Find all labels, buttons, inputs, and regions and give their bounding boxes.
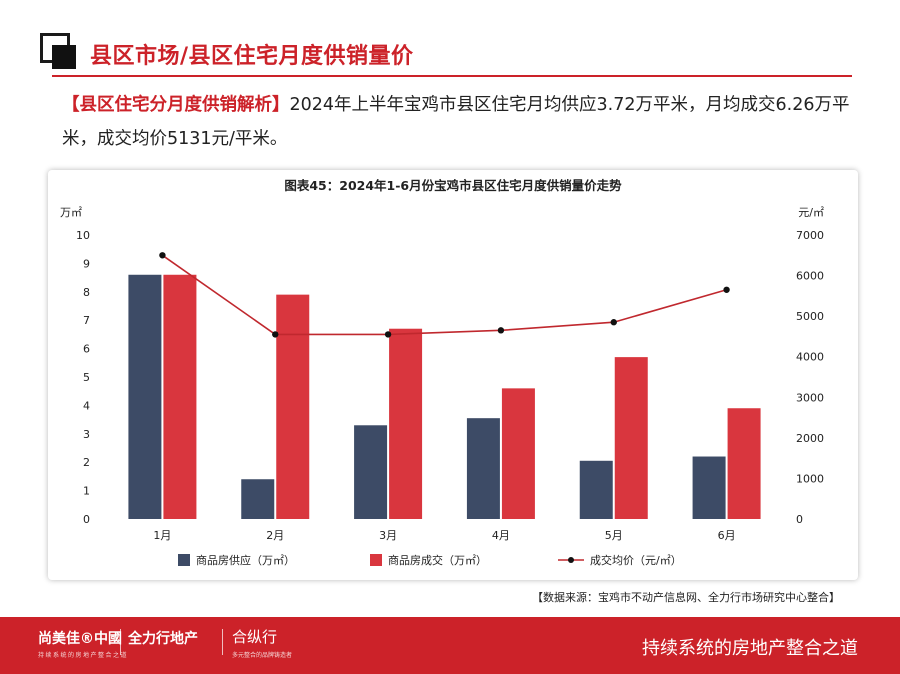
footer-separator	[120, 629, 121, 655]
summary-text: 2024年上半年宝鸡市县区住宅月均供应3.72万平米，月均成交6.26万平米，成…	[62, 95, 850, 149]
footer-brand-tagline: 持续系统的房地产整合之道	[38, 652, 129, 659]
legend-swatch-supply	[178, 554, 190, 566]
footer-slogan: 持续系统的房地产整合之道	[642, 638, 858, 659]
price-point	[610, 319, 617, 326]
bar-deal	[389, 328, 423, 519]
bar-deal	[727, 408, 761, 519]
price-point	[384, 331, 392, 338]
y-right-tick-label: 0	[796, 513, 803, 526]
y-left-tick-label: 6	[83, 343, 90, 356]
price-point	[497, 327, 505, 334]
y-right-tick-label: 1000	[796, 472, 824, 485]
footer-brand-logo-2: 合纵行	[232, 628, 278, 646]
legend-swatch-deal	[370, 554, 382, 566]
x-tick-label: 1月	[153, 529, 171, 542]
y-left-tick-label: 2	[83, 456, 90, 469]
price-point	[272, 331, 279, 338]
y-right-tick-label: 6000	[796, 270, 824, 283]
bar-supply	[579, 460, 613, 519]
y-left-tick-label: 5	[83, 371, 90, 384]
y-left-tick-label: 4	[83, 399, 90, 412]
x-tick-label: 6月	[718, 529, 736, 542]
right-axis-unit: 元/㎡	[798, 206, 824, 219]
footer-brand-logo: 尚美佳®中國	[38, 631, 122, 647]
bar-supply	[354, 425, 388, 519]
x-tick-label: 5月	[605, 529, 623, 542]
price-point	[159, 252, 166, 259]
footer-brand-name: 全力行地产	[128, 631, 198, 647]
summary-paragraph: 【县区住宅分月度供销解析】2024年上半年宝鸡市县区住宅月均供应3.72万平米，…	[62, 88, 852, 156]
legend-point-price	[568, 557, 574, 563]
y-left-tick-label: 9	[83, 257, 90, 270]
bar-supply	[128, 274, 162, 519]
legend-label-supply: 商品房供应（万㎡）	[196, 553, 295, 567]
y-right-tick-label: 2000	[796, 432, 824, 445]
chart-card: 图表45：2024年1-6月份宝鸡市县区住宅月度供销量价走势 万㎡ 元/㎡ 0 1…	[48, 170, 858, 580]
legend-label-deal: 商品房成交（万㎡）	[388, 553, 487, 567]
summary-lead: 【县区住宅分月度供销解析】	[62, 95, 290, 115]
header-square-fill	[52, 45, 76, 69]
bar-deal	[501, 388, 535, 519]
y-left-tick-label: 10	[76, 229, 90, 242]
bar-deal	[163, 274, 197, 519]
y-left-tick-label: 3	[83, 428, 90, 441]
bar-supply	[466, 418, 500, 519]
bar-supply	[692, 456, 726, 519]
x-tick-label: 2月	[266, 529, 284, 542]
y-left-tick-label: 1	[83, 485, 90, 498]
y-right-tick-label: 5000	[796, 310, 824, 323]
footer-bar: 尚美佳®中國 持续系统的房地产整合之道 全力行地产 合纵行 多元整合的品牌铸造者…	[0, 617, 900, 674]
y-right-tick-label: 7000	[796, 229, 824, 242]
y-left-tick-label: 0	[83, 513, 90, 526]
footer-separator	[222, 629, 223, 655]
y-right-tick-label: 4000	[796, 351, 824, 364]
y-left-tick-label: 8	[83, 286, 90, 299]
price-line	[161, 254, 727, 336]
legend-label-price: 成交均价（元/㎡）	[590, 553, 682, 567]
bar-supply	[241, 479, 275, 519]
footer-brand-tagline-2: 多元整合的品牌铸造者	[232, 652, 293, 659]
bar-deal	[276, 294, 310, 519]
header-divider	[52, 75, 852, 77]
page-title: 县区市场/县区住宅月度供销量价	[90, 44, 414, 69]
chart-title: 图表45：2024年1-6月份宝鸡市县区住宅月度供销量价走势	[284, 178, 622, 193]
left-axis-unit: 万㎡	[60, 206, 82, 219]
y-left-tick-label: 7	[83, 314, 90, 327]
y-right-tick-label: 3000	[796, 391, 824, 404]
price-point	[723, 286, 730, 293]
x-tick-label: 3月	[379, 529, 397, 542]
chart-svg: 图表45：2024年1-6月份宝鸡市县区住宅月度供销量价走势 万㎡ 元/㎡ 0 1…	[60, 178, 824, 567]
data-source: 【数据来源：宝鸡市不动产信息网、全力行市场研究中心整合】	[532, 591, 840, 604]
bar-deal	[614, 357, 648, 519]
x-tick-label: 4月	[492, 529, 510, 542]
